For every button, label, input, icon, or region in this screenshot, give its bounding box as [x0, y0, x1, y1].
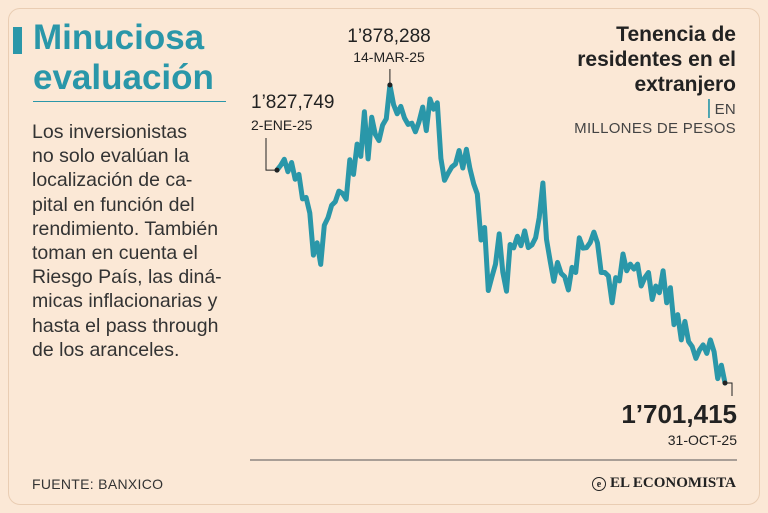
chart-unit-line2: MILLONES DE PESOS	[574, 120, 736, 137]
chart-unit-row: | EN	[496, 97, 736, 120]
start-leader-line	[265, 138, 277, 171]
start-value-label: 1’827,749	[251, 92, 334, 113]
headline-accent-bar	[13, 27, 22, 54]
max-date-label: 14-MAR-25	[353, 49, 425, 65]
annotations-layer: 1’827,749 2-ENE-25 1’878,288 14-MAR-25 1’701…	[251, 26, 737, 448]
chart-unit-line1: EN	[714, 101, 736, 118]
chart-title-block: Tenencia de residentes en el extranjero …	[496, 22, 736, 137]
max-value-label: 1’878,288	[347, 26, 430, 47]
end-leader-line	[725, 382, 733, 396]
brand-logo: e EL ECONOMISTA	[592, 475, 736, 492]
globe-icon: e	[592, 476, 606, 491]
headline-rule	[33, 101, 226, 102]
chart-title: Tenencia de residentes en el extranjero	[577, 23, 736, 96]
end-value-label: 1’701,415	[621, 399, 737, 429]
title-separator: |	[706, 97, 712, 119]
source-note: FUENTE: BANXICO	[32, 476, 164, 492]
card-frame	[8, 8, 760, 505]
headline: Minuciosa evaluación	[33, 18, 214, 97]
brand-name: EL ECONOMISTA	[610, 475, 736, 491]
end-date-label: 31-OCT-25	[668, 432, 737, 448]
body-text: Los inversionistas no solo evalúan la lo…	[32, 121, 222, 361]
series-line	[274, 82, 728, 386]
start-date-label: 2-ENE-25	[251, 117, 313, 133]
